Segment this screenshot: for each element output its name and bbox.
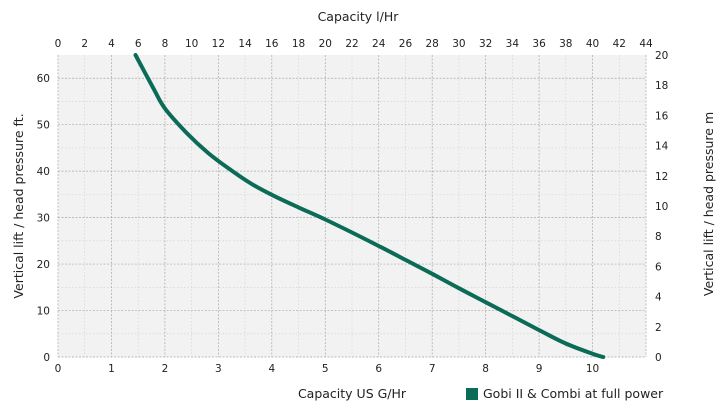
x-top-tick-label: 44 [639,38,653,50]
x-top-tick-label: 32 [479,38,492,50]
x-top-tick-label: 10 [185,38,198,50]
x-top-tick-label: 24 [372,38,386,50]
x-top-tick-label: 42 [613,38,626,50]
x-top-tick-label: 30 [452,38,465,50]
x-bottom-tick-label: 7 [429,363,436,375]
y-left-tick-label: 10 [37,306,50,318]
x-bottom-tick-label: 10 [586,363,599,375]
x-top-tick-label: 18 [292,38,305,50]
x-top-tick-label: 4 [108,38,115,50]
series-layer [133,53,606,359]
x-bottom-tick-label: 2 [162,363,169,375]
y-right-tick-label: 4 [655,292,662,304]
y-right-tick-label: 10 [655,201,668,213]
x-top-tick-label: 38 [559,38,572,50]
legend-swatch [466,388,478,400]
series-line [133,53,606,359]
legend-label: Gobi II & Combi at full power [483,386,664,401]
y-right-tick-label: 0 [655,352,662,364]
y-right-tick-label: 16 [655,110,669,122]
y-left-tick-label: 50 [37,120,50,132]
y-left-tick-label: 30 [37,213,50,225]
x-top-tick-label: 22 [345,38,358,50]
y-axis-left-title: Vertical lift / head pressure ft. [11,113,26,298]
y-right-tick-label: 6 [655,261,662,273]
y-right-tick-label: 8 [655,231,662,243]
x-top-tick-label: 16 [265,38,279,50]
y-right-tick-label: 14 [655,141,669,153]
y-left-tick-label: 60 [37,73,50,85]
y-right-tick-label: 2 [655,322,662,334]
x-bottom-tick-label: 0 [55,363,62,375]
x-top-tick-label: 12 [212,38,225,50]
x-bottom-tick-label: 4 [268,363,275,375]
y-axis-right-title: Vertical lift / head pressure m [701,112,716,296]
x-axis-top-title: Capacity l/Hr [318,9,400,24]
legend: Gobi II & Combi at full power [466,386,664,401]
x-top-tick-label: 36 [532,38,546,50]
grid [57,55,647,358]
x-top-tick-label: 26 [399,38,413,50]
x-top-tick-label: 20 [319,38,332,50]
x-bottom-tick-label: 1 [108,363,115,375]
y-left-tick-label: 20 [37,259,50,271]
x-top-tick-label: 34 [506,38,520,50]
x-top-tick-label: 2 [81,38,88,50]
y-right-tick-label: 20 [655,50,668,62]
y-right-tick-label: 18 [655,80,668,92]
x-top-tick-label: 28 [425,38,438,50]
y-left-tick-label: 40 [37,166,50,178]
x-top-tick-label: 14 [238,38,252,50]
x-bottom-tick-label: 6 [375,363,382,375]
x-top-tick-label: 6 [135,38,142,50]
x-bottom-tick-label: 3 [215,363,222,375]
x-bottom-tick-label: 9 [536,363,543,375]
x-axis-bottom-title: Capacity US G/Hr [298,386,407,401]
x-bottom-tick-label: 8 [482,363,489,375]
x-top-tick-label: 8 [162,38,169,50]
x-top-tick-label: 0 [55,38,62,50]
x-bottom-tick-label: 5 [322,363,329,375]
y-left-tick-label: 0 [43,352,50,364]
y-right-tick-label: 12 [655,171,668,183]
x-top-tick-label: 40 [586,38,599,50]
tick-labels: 0 1 2 3 4 5 6 7 8 9 100 2 4 6 8 10 12 14 16 18 20 22 24 26 28 30 3… [37,38,669,375]
